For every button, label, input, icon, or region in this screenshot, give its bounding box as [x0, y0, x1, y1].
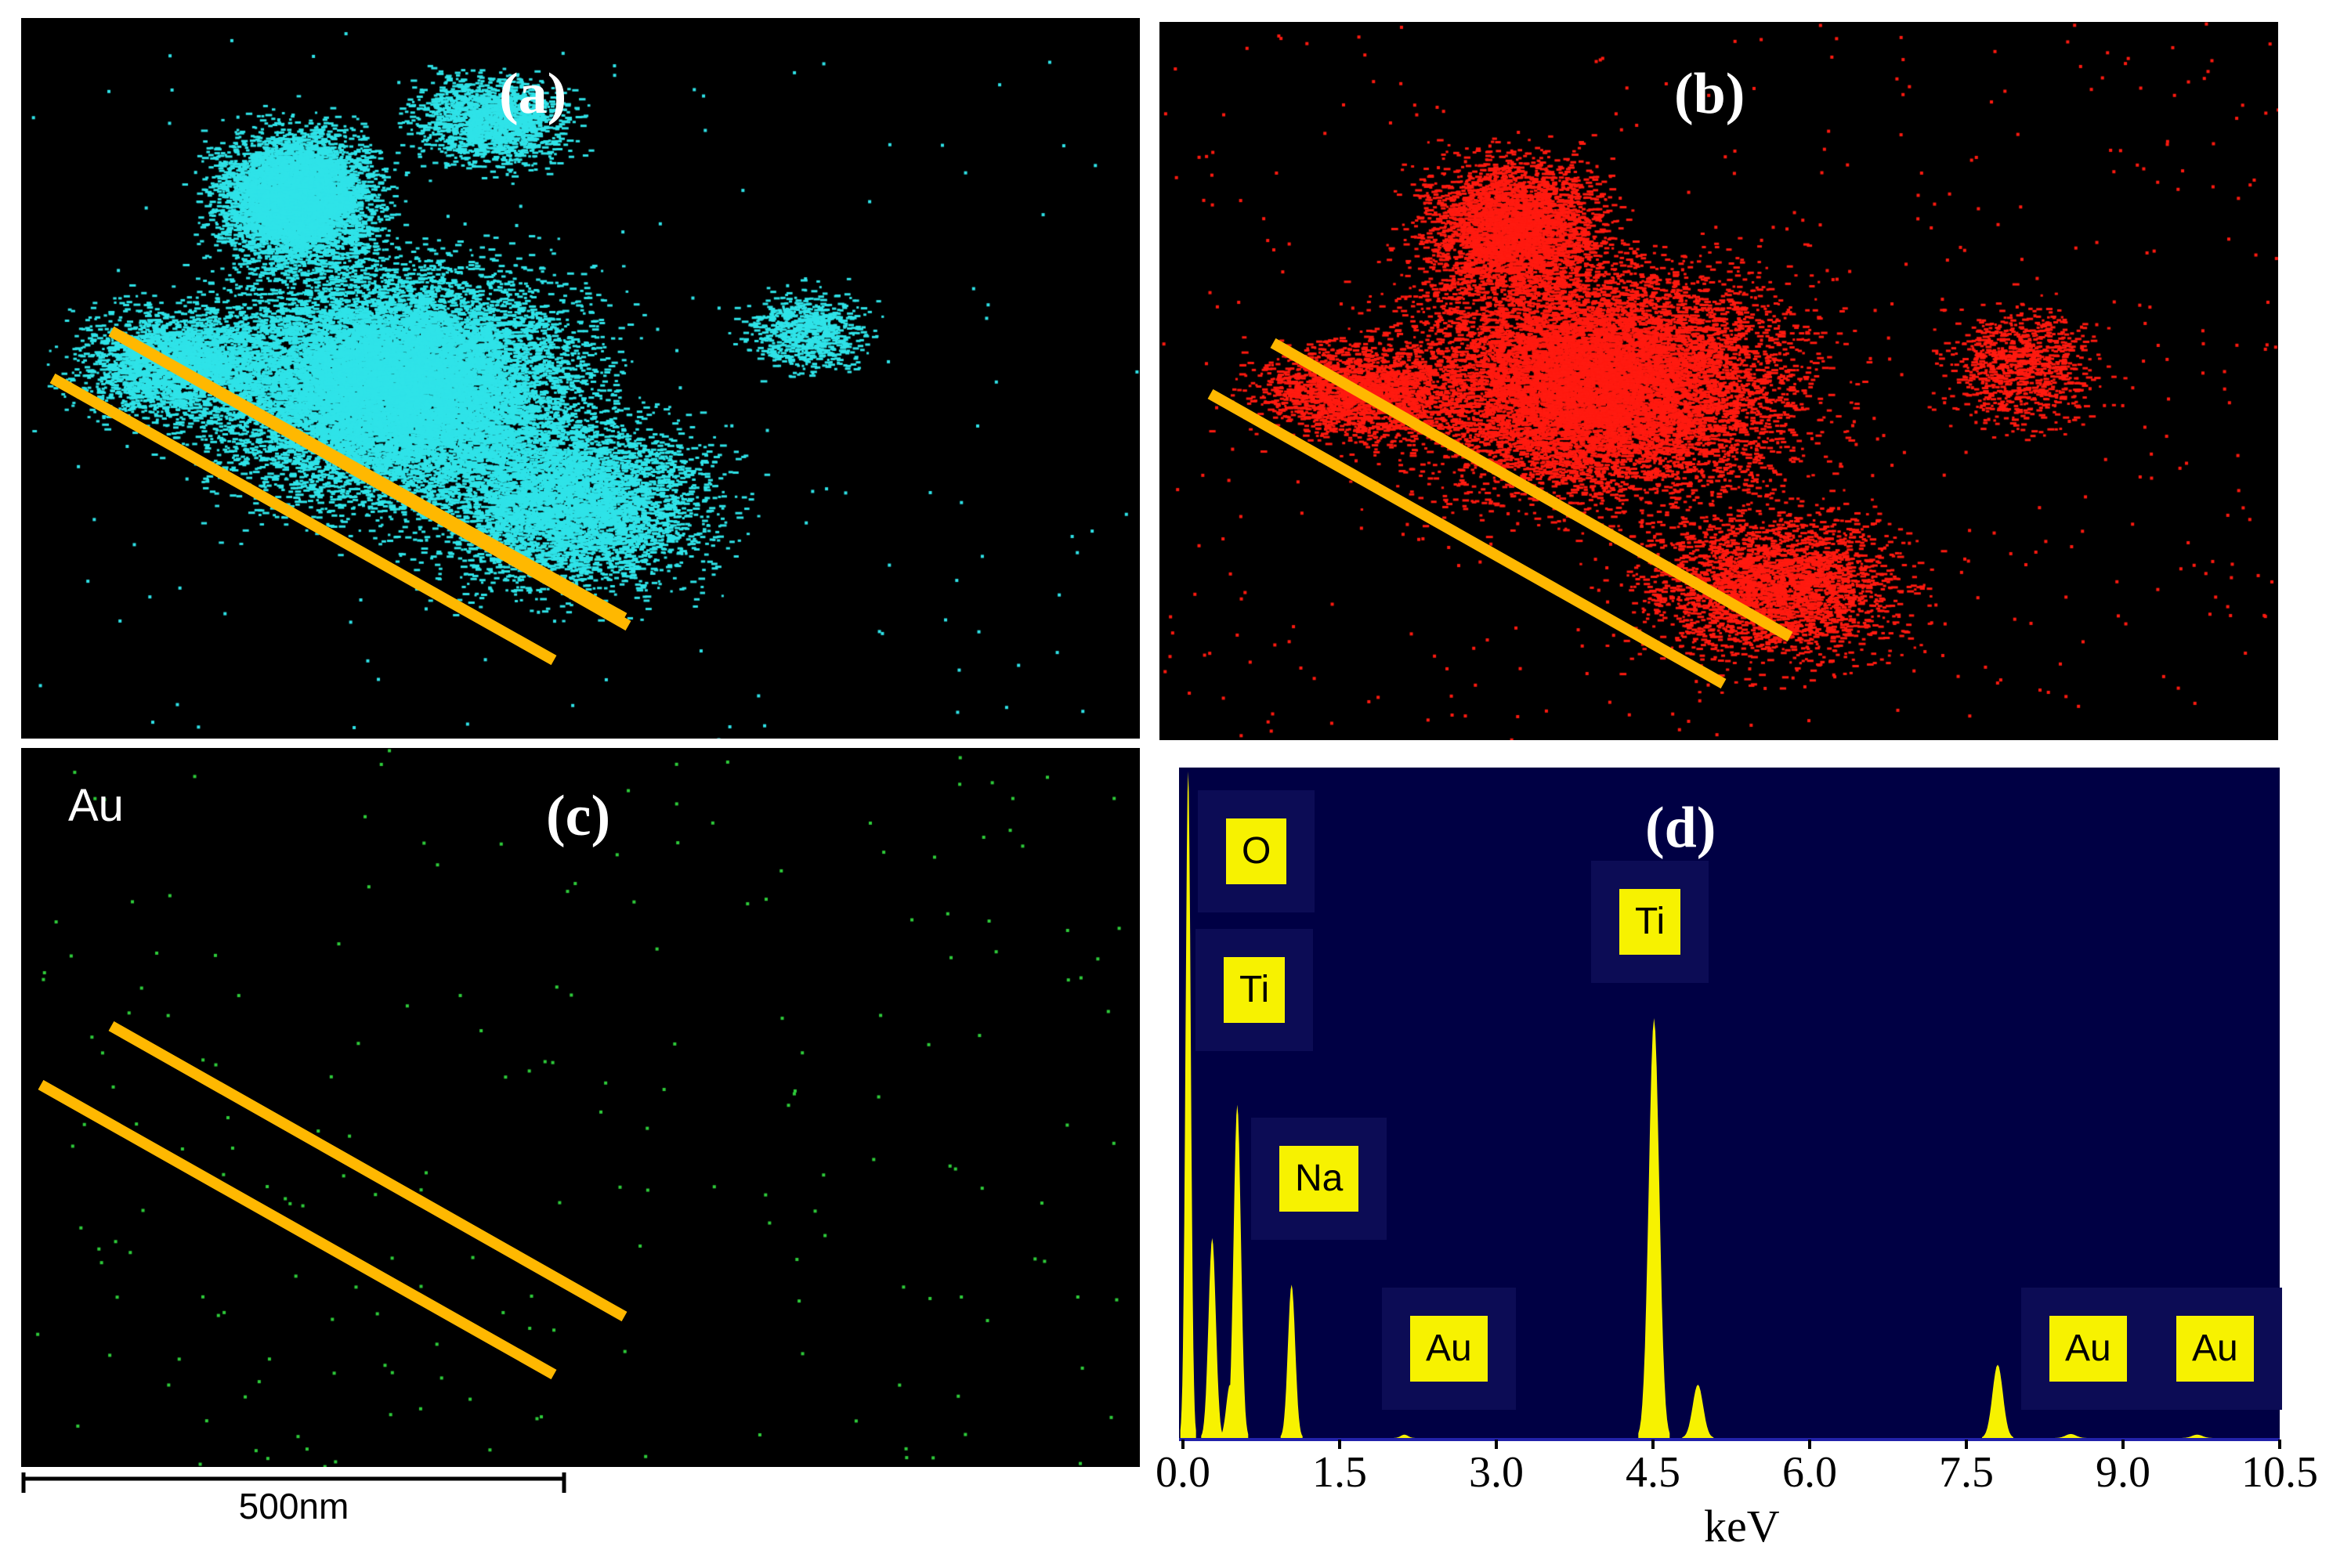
- linescan-line-upper: [108, 326, 628, 623]
- map-panel-a: (a): [21, 18, 1140, 739]
- x-tick-label: 3.0: [1469, 1448, 1524, 1497]
- linescan-band-b: [1207, 338, 1793, 689]
- spectrum-peak: [1226, 1104, 1249, 1438]
- x-tick-label: 6.0: [1782, 1448, 1837, 1497]
- linescan-line-upper: [108, 1021, 628, 1322]
- x-tick-label: 7.5: [1939, 1448, 1994, 1497]
- linescan-line-lower: [1207, 388, 1727, 689]
- peak-label-au-1: Au: [1410, 1316, 1488, 1382]
- spectrum-peak: [2055, 1433, 2087, 1438]
- linescan-band-c: [38, 1021, 628, 1380]
- spectrum-peak: [1280, 1284, 1303, 1438]
- panel-label-d: (d): [1645, 796, 1716, 860]
- x-tick-label: 10.5: [2241, 1448, 2318, 1497]
- cyan-element-map: [21, 18, 1140, 739]
- spectrum-peak: [1682, 1384, 1714, 1438]
- panel-label-a: (a): [499, 62, 567, 126]
- peak-label-na: Na: [1279, 1146, 1359, 1212]
- scale-bar-label: 500nm: [238, 1486, 349, 1526]
- spectrum-peak: [1219, 1384, 1241, 1438]
- x-tick-label: 1.5: [1312, 1448, 1367, 1497]
- peak-label-au-2: Au: [2049, 1316, 2127, 1382]
- spectrum-peak: [1201, 1237, 1224, 1438]
- scale-bar: [21, 1472, 566, 1493]
- panel-label-c: (c): [546, 784, 611, 848]
- element-label: Au: [68, 780, 124, 831]
- spectrum-peak: [1180, 771, 1196, 1438]
- linescan-line-upper: [1270, 338, 1793, 642]
- map-panel-c: Au (c): [21, 748, 1140, 1467]
- x-tick-label: 9.0: [2096, 1448, 2150, 1497]
- peak-label-o: O: [1226, 818, 1287, 884]
- linescan-line-lower: [38, 1079, 557, 1380]
- linescan-line-lower: [49, 373, 557, 666]
- peak-label-ti-low: Ti: [1224, 957, 1286, 1023]
- x-tick-label: 0.0: [1156, 1448, 1210, 1497]
- x-axis-label: keV: [1704, 1501, 1780, 1552]
- x-tick-label: 4.5: [1626, 1448, 1680, 1497]
- spectrum-peak: [1393, 1434, 1416, 1438]
- green-element-map: [21, 748, 1140, 1467]
- linescan-band-a: [49, 326, 631, 666]
- peak-label-au-3: Au: [2176, 1316, 2254, 1382]
- panel-label-b: (b): [1674, 62, 1745, 126]
- spectrum-peak: [1638, 1017, 1670, 1438]
- spectrum-peak: [1982, 1364, 2013, 1438]
- peak-label-ti-high: Ti: [1619, 889, 1681, 955]
- spectrum-peak: [2181, 1434, 2213, 1438]
- map-panel-b: (b): [1159, 22, 2278, 740]
